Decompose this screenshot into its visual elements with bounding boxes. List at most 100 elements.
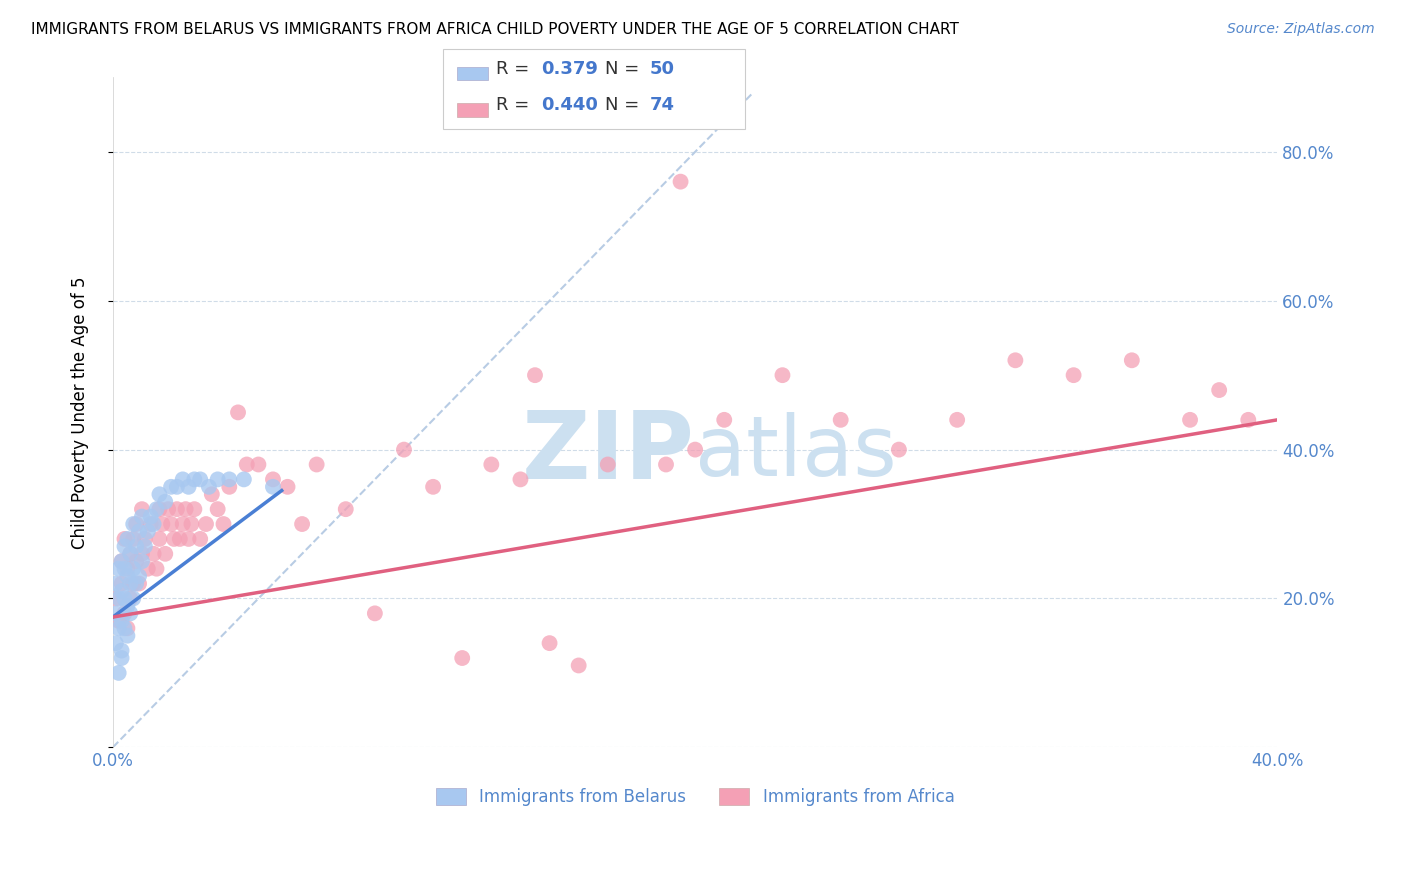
- Point: [107, 665, 129, 680]
- Point: [335, 502, 357, 516]
- Point: [946, 413, 969, 427]
- Point: [125, 576, 148, 591]
- Point: [1004, 353, 1026, 368]
- Point: [364, 607, 387, 621]
- Legend: Immigrants from Belarus, Immigrants from Africa: Immigrants from Belarus, Immigrants from…: [429, 781, 962, 813]
- Point: [177, 532, 200, 546]
- Point: [104, 607, 127, 621]
- Point: [669, 175, 692, 189]
- Point: [195, 516, 218, 531]
- Point: [451, 651, 474, 665]
- Point: [128, 576, 150, 591]
- Point: [830, 413, 852, 427]
- Point: [772, 368, 794, 383]
- Point: [538, 636, 561, 650]
- Point: [1178, 413, 1201, 427]
- Point: [262, 472, 284, 486]
- Point: [107, 562, 129, 576]
- Text: N =: N =: [605, 60, 644, 78]
- Point: [172, 472, 194, 486]
- Text: N =: N =: [605, 96, 644, 114]
- Point: [145, 562, 167, 576]
- Point: [114, 540, 136, 554]
- Point: [110, 651, 132, 665]
- Point: [110, 643, 132, 657]
- Point: [392, 442, 415, 457]
- Point: [114, 591, 136, 606]
- Point: [232, 472, 254, 486]
- Point: [117, 629, 139, 643]
- Point: [1237, 413, 1260, 427]
- Text: 0.440: 0.440: [541, 96, 598, 114]
- Text: 50: 50: [650, 60, 675, 78]
- Point: [172, 516, 194, 531]
- Point: [568, 658, 591, 673]
- Point: [114, 532, 136, 546]
- Point: [177, 480, 200, 494]
- Point: [139, 516, 162, 531]
- Point: [207, 502, 229, 516]
- Point: [125, 540, 148, 554]
- Point: [169, 532, 191, 546]
- Text: 74: 74: [650, 96, 675, 114]
- Point: [142, 547, 165, 561]
- Point: [114, 607, 136, 621]
- Point: [131, 502, 153, 516]
- Point: [134, 540, 156, 554]
- Point: [136, 562, 159, 576]
- Point: [148, 502, 170, 516]
- Point: [155, 547, 177, 561]
- Text: ZIP: ZIP: [522, 407, 695, 499]
- Point: [134, 532, 156, 546]
- Point: [155, 494, 177, 508]
- Point: [1063, 368, 1085, 383]
- Point: [110, 584, 132, 599]
- Point: [131, 554, 153, 568]
- Point: [198, 480, 221, 494]
- Point: [1121, 353, 1143, 368]
- Point: [148, 487, 170, 501]
- Point: [509, 472, 531, 486]
- Point: [120, 591, 142, 606]
- Point: [107, 614, 129, 628]
- Point: [201, 487, 224, 501]
- Point: [120, 547, 142, 561]
- Point: [122, 591, 145, 606]
- Point: [122, 576, 145, 591]
- Text: Source: ZipAtlas.com: Source: ZipAtlas.com: [1227, 22, 1375, 37]
- Point: [683, 442, 706, 457]
- Point: [291, 516, 314, 531]
- Point: [114, 621, 136, 635]
- Point: [524, 368, 547, 383]
- Point: [160, 516, 183, 531]
- Point: [422, 480, 444, 494]
- Point: [131, 509, 153, 524]
- Point: [277, 480, 299, 494]
- Point: [713, 413, 735, 427]
- Point: [122, 516, 145, 531]
- Y-axis label: Child Poverty Under the Age of 5: Child Poverty Under the Age of 5: [72, 277, 89, 549]
- Point: [1208, 383, 1230, 397]
- Point: [120, 607, 142, 621]
- Point: [247, 458, 270, 472]
- Point: [104, 576, 127, 591]
- Point: [218, 472, 240, 486]
- Point: [236, 458, 259, 472]
- Point: [110, 554, 132, 568]
- Point: [183, 472, 205, 486]
- Point: [479, 458, 502, 472]
- Point: [166, 502, 188, 516]
- Point: [207, 472, 229, 486]
- Point: [117, 621, 139, 635]
- Point: [212, 516, 235, 531]
- Text: atlas: atlas: [695, 412, 897, 493]
- Point: [655, 458, 678, 472]
- Point: [160, 480, 183, 494]
- Text: 0.379: 0.379: [541, 60, 598, 78]
- Point: [136, 524, 159, 539]
- Point: [122, 532, 145, 546]
- Point: [107, 621, 129, 635]
- Point: [157, 502, 180, 516]
- Point: [150, 516, 173, 531]
- Point: [125, 516, 148, 531]
